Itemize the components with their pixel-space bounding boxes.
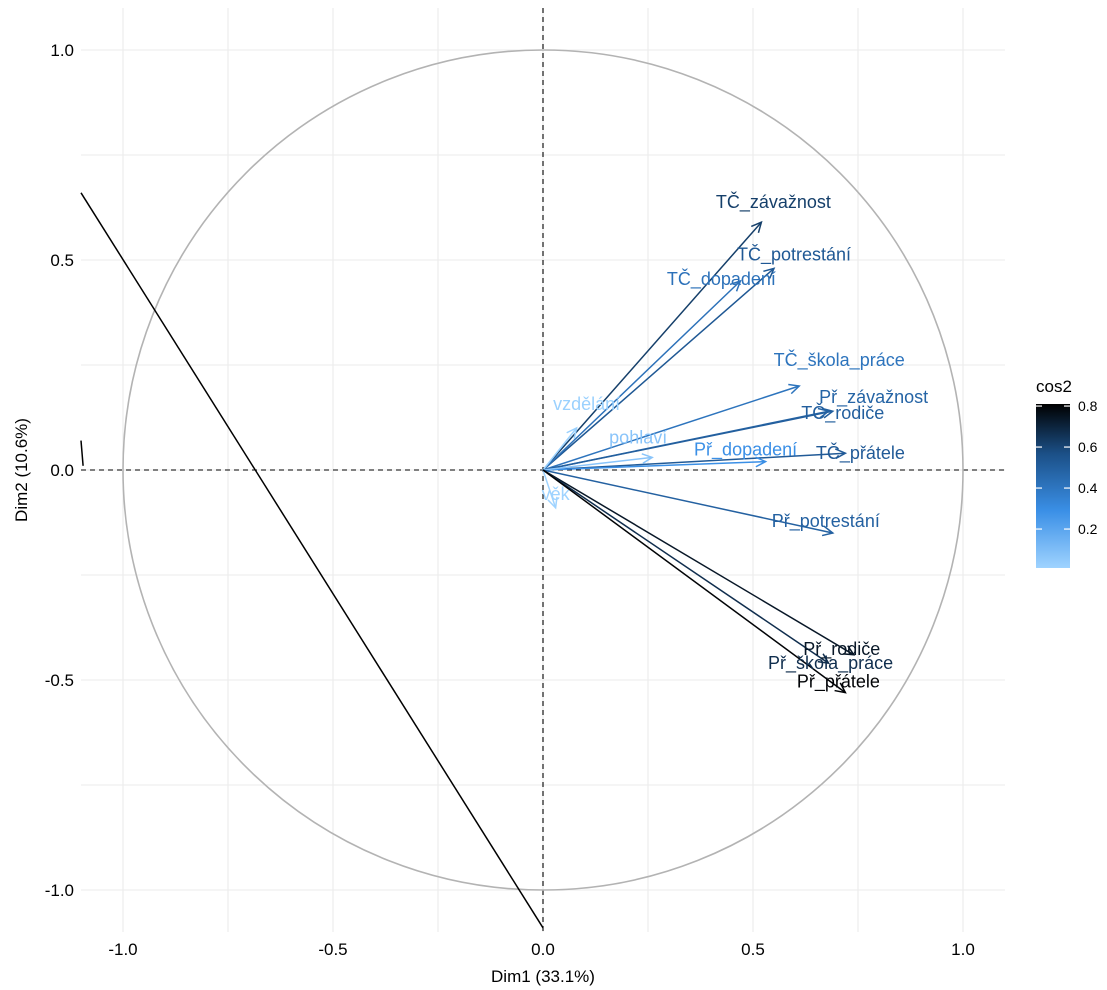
x-tick-label: -1.0 — [108, 940, 137, 959]
y-axis-title: Dim2 (10.6%) — [12, 418, 31, 522]
tick-labels: -1.0 -0.5 0.0 0.5 1.0 -1.0 -0.5 0.0 0.5 1.0 — [45, 41, 975, 959]
stray-line — [80, 192, 544, 929]
arrow-shaft — [542, 452, 846, 471]
arrow-head — [729, 279, 742, 292]
variable-arrow — [542, 469, 835, 537]
variable-arrow — [542, 469, 831, 665]
arrow-shaft — [542, 469, 557, 509]
variable-arrow — [542, 453, 654, 471]
arrow-head — [834, 448, 848, 460]
correlation-circle — [122, 49, 964, 891]
variable-arrow — [542, 456, 768, 471]
variable-arrow — [542, 220, 763, 471]
variable-label: Př_dopadení — [694, 440, 797, 461]
arrow-shaft — [542, 469, 830, 664]
variable-label: TČ_škola_práce — [774, 349, 905, 371]
variable-arrow — [542, 279, 742, 471]
arrow-head — [788, 383, 801, 395]
arrow-shaft — [542, 410, 833, 471]
legend-tick-label: 0.2 — [1078, 521, 1098, 537]
x-tick-label: 0.5 — [741, 940, 765, 959]
arrow-head — [821, 407, 835, 419]
x-tick-label: 1.0 — [951, 940, 975, 959]
arrow-shaft — [542, 385, 800, 471]
arrow-shaft — [542, 469, 833, 534]
arrow-shaft — [542, 469, 846, 694]
variable-label: TČ_přátele — [816, 442, 905, 464]
arrow-shaft — [542, 280, 741, 471]
variable-arrow — [542, 469, 558, 510]
arrow-head — [842, 645, 856, 656]
arrow-head — [641, 453, 654, 464]
variable-label: TČ_potrestání — [737, 243, 851, 265]
y-tick-label: 1.0 — [50, 41, 74, 60]
y-tick-label: -0.5 — [45, 671, 74, 690]
variable-arrow — [542, 426, 578, 471]
variable-arrow — [542, 407, 835, 471]
variable-arrow — [542, 267, 776, 471]
arrow-shaft — [542, 456, 653, 471]
variable-label: TČ_rodiče — [801, 402, 884, 424]
x-axis-title: Dim1 (33.1%) — [491, 967, 595, 986]
legend-title: cos2 — [1036, 377, 1072, 396]
variable-arrow — [542, 469, 856, 656]
arrow-head — [755, 456, 768, 468]
variable-arrow — [542, 469, 847, 694]
variable-label: Př_závažnost — [819, 387, 928, 408]
variable-label: věk — [542, 484, 571, 504]
legend-ticks: 0.8 0.6 0.4 0.2 — [1036, 398, 1098, 537]
variable-label: Př_potrestání — [772, 511, 880, 532]
legend-colorbar — [1036, 404, 1070, 568]
y-tick-label: 0.0 — [50, 461, 74, 480]
variable-arrows — [542, 220, 856, 694]
arrow-head — [821, 525, 835, 537]
legend-tick-label: 0.4 — [1078, 480, 1098, 496]
arrow-head — [834, 682, 847, 694]
arrow-shaft — [542, 469, 855, 656]
arrow-shaft — [542, 460, 766, 471]
arrow-head — [547, 496, 558, 510]
variable-label: TČ_dopadení — [667, 268, 776, 290]
variable-labels: TČ_závažnost TČ_potrestání TČ_dopadení TČ_š… — [542, 191, 929, 692]
legend-tick-label: 0.6 — [1078, 439, 1098, 455]
x-tick-label: -0.5 — [318, 940, 347, 959]
variable-label: pohlaví — [609, 427, 667, 447]
arrow-head — [566, 426, 578, 439]
variable-label: TČ_závažnost — [716, 191, 831, 213]
arrow-head — [817, 407, 831, 419]
arrow-shaft — [542, 221, 762, 471]
variable-label: Př_škola_práce — [768, 653, 893, 674]
variable-label: Př_rodiče — [803, 639, 880, 660]
variable-label: vzdělání — [553, 394, 620, 414]
arrow-head — [750, 220, 763, 233]
variable-arrow — [542, 448, 848, 471]
arrow-shaft — [542, 267, 775, 471]
variable-label: Př_přátele — [797, 672, 880, 693]
arrow-head — [763, 267, 776, 279]
diagonal-line — [80, 192, 544, 929]
variable-arrow — [542, 383, 801, 471]
y-tick-label: 0.5 — [50, 251, 74, 270]
edge-tick — [80, 440, 84, 466]
x-tick-label: 0.0 — [531, 940, 555, 959]
arrow-head — [817, 653, 831, 665]
arrow-shaft — [542, 427, 578, 471]
y-tick-label: -1.0 — [45, 881, 74, 900]
legend-tick-label: 0.8 — [1078, 398, 1098, 414]
cos2-legend: cos2 0.8 0.6 0.4 0.2 — [1036, 377, 1098, 568]
